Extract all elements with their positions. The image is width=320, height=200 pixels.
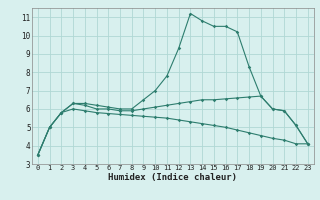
- X-axis label: Humidex (Indice chaleur): Humidex (Indice chaleur): [108, 173, 237, 182]
